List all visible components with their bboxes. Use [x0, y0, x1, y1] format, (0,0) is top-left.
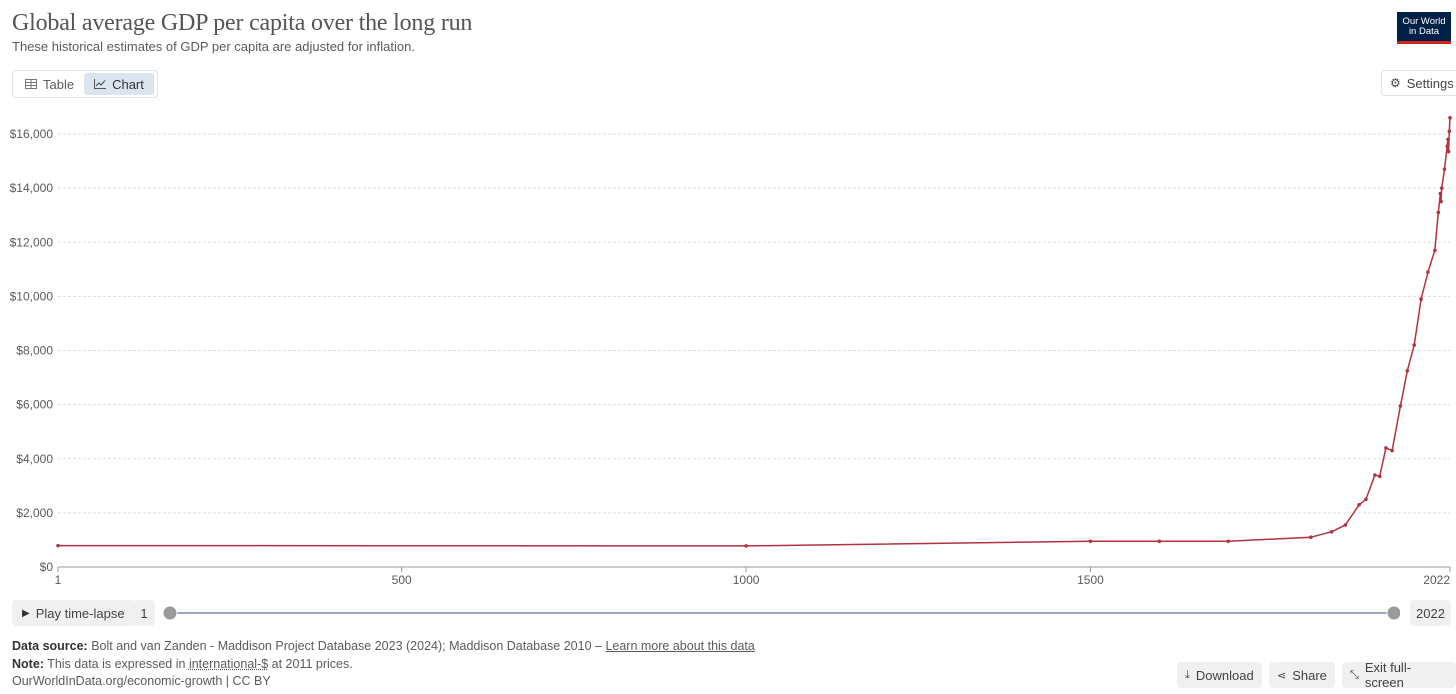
data-point-24[interactable] — [1442, 167, 1447, 171]
tab-table[interactable]: Table — [15, 73, 84, 95]
download-icon: ⤓ — [1185, 668, 1190, 681]
data-point-6[interactable] — [1329, 530, 1334, 534]
data-point-25[interactable] — [1445, 144, 1450, 148]
data-point-15[interactable] — [1405, 368, 1410, 373]
y-tick-label-4: $8,000 — [16, 344, 53, 358]
play-timelapse-label: Play time-lapse — [35, 605, 125, 621]
data-point-0[interactable] — [56, 543, 60, 548]
data-point-3[interactable] — [1157, 539, 1162, 544]
note-text-1: This data is expressed in — [47, 657, 186, 671]
exit-fullscreen-icon: ⤡ — [1350, 668, 1359, 681]
y-axis-tick-labels: $0 $2,000 $4,000 $6,000 $8,000 $10,000 $12,000… — [10, 127, 54, 574]
data-point-8[interactable] — [1357, 502, 1361, 507]
data-point-28[interactable] — [1447, 129, 1452, 134]
series-line-0 — [57, 117, 1451, 547]
settings-label: Settings — [1406, 75, 1454, 91]
logo-line-1: Our World — [1402, 16, 1446, 27]
data-point-22[interactable] — [1439, 199, 1443, 204]
data-point-13[interactable] — [1390, 448, 1394, 453]
logo-line-2: in Data — [1408, 26, 1440, 37]
timeline-slider[interactable] — [160, 600, 1400, 626]
data-point-4[interactable] — [1226, 539, 1231, 544]
download-button[interactable]: ⤓ Download — [1177, 662, 1262, 688]
y-tick-label-0: $0 — [40, 560, 54, 574]
data-point-2[interactable] — [1088, 539, 1093, 544]
download-label: Download — [1195, 667, 1254, 683]
y-tick-label-2: $4,000 — [16, 452, 53, 466]
data-point-11[interactable] — [1377, 474, 1382, 479]
y-tick-label-6: $12,000 — [10, 235, 54, 249]
timeline-end-label[interactable]: 2022 — [1410, 600, 1451, 626]
x-tick-label-2: 1000 — [733, 573, 760, 587]
timeline-start-label[interactable]: 1 — [133, 600, 155, 626]
y-tick-label-8: $16,000 — [10, 127, 54, 141]
settings-button[interactable]: ⚙ Settings — [1381, 70, 1456, 96]
data-point-27[interactable] — [1446, 149, 1451, 154]
data-point-19[interactable] — [1433, 248, 1437, 253]
grid-lines — [58, 133, 1450, 514]
international-dollar-link[interactable]: international-$ — [188, 657, 269, 671]
data-point-20[interactable] — [1436, 210, 1441, 215]
play-timelapse-button[interactable]: ▶ Play time-lapse — [12, 600, 135, 626]
data-point-7[interactable] — [1343, 523, 1348, 527]
tab-chart-label: Chart — [112, 76, 144, 92]
y-tick-label-1: $2,000 — [16, 506, 53, 520]
tab-chart[interactable]: Chart — [84, 73, 154, 95]
note-line: Note: This data is expressed in internat… — [12, 657, 353, 671]
data-point-21[interactable] — [1438, 191, 1443, 196]
share-button[interactable]: ⋖ Share — [1269, 662, 1335, 688]
play-icon: ▶ — [22, 607, 30, 619]
x-axis: 1 500 1000 1500 2022 — [55, 566, 1451, 587]
credit-line[interactable]: OurWorldInData.org/economic-growth | CC … — [12, 674, 271, 688]
table-icon — [25, 79, 37, 89]
x-tick-label-4: 2022 — [1423, 573, 1450, 587]
data-point-5[interactable] — [1309, 535, 1313, 540]
exit-fullscreen-button[interactable]: ⤡ Exit full-screen — [1342, 660, 1456, 690]
chart-subtitle: These historical estimates of GDP per ca… — [12, 39, 415, 54]
exit-fullscreen-label: Exit full-screen — [1364, 660, 1412, 690]
chart-title: Global average GDP per capita over the l… — [12, 10, 473, 36]
owid-logo[interactable]: Our World in Data — [1397, 12, 1451, 44]
share-label: Share — [1292, 667, 1327, 683]
series-world — [56, 115, 1452, 548]
tab-table-label: Table — [43, 76, 75, 92]
data-point-10[interactable] — [1373, 473, 1377, 477]
data-point-29[interactable] — [1448, 115, 1452, 120]
data-source-line: Data source: Bolt and van Zanden - Maddi… — [12, 639, 755, 653]
data-point-1[interactable] — [744, 544, 748, 548]
y-tick-label-3: $6,000 — [16, 398, 53, 412]
y-tick-label-5: $10,000 — [10, 289, 54, 303]
x-tick-label-0: 1 — [55, 573, 62, 587]
view-tabs: Table Chart — [12, 70, 158, 98]
gear-icon: ⚙ — [1390, 76, 1401, 90]
timeline-end-handle[interactable] — [1386, 605, 1400, 621]
data-point-26[interactable] — [1446, 137, 1450, 142]
data-point-18[interactable] — [1426, 270, 1430, 274]
y-tick-label-7: $14,000 — [10, 181, 54, 195]
data-point-9[interactable] — [1364, 497, 1368, 502]
learn-more-link[interactable]: Learn more about this data — [605, 639, 755, 653]
data-source-label: Data source: — [12, 639, 88, 653]
x-tick-label-3: 1500 — [1077, 573, 1104, 587]
line-chart-icon — [94, 79, 107, 89]
data-source-text: Bolt and van Zanden - Maddison Project D… — [91, 639, 602, 653]
note-label: Note: — [12, 657, 44, 671]
share-icon: ⋖ — [1277, 669, 1287, 682]
data-point-12[interactable] — [1384, 446, 1388, 450]
line-chart: $0 $2,000 $4,000 $6,000 $8,000 $10,000 $12,000… — [10, 115, 1452, 587]
data-point-23[interactable] — [1439, 186, 1444, 190]
timeline-start-handle[interactable] — [162, 605, 178, 621]
data-point-14[interactable] — [1398, 404, 1403, 408]
data-point-16[interactable] — [1412, 343, 1416, 347]
x-tick-label-1: 500 — [392, 573, 412, 587]
note-text-2: at 2011 prices. — [271, 657, 353, 671]
data-point-17[interactable] — [1419, 297, 1423, 301]
